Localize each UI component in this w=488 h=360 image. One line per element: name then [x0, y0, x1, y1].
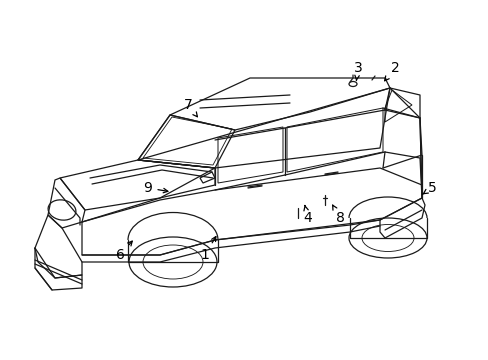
Text: 7: 7	[183, 98, 197, 117]
Text: 1: 1	[200, 237, 215, 262]
Text: 4: 4	[303, 206, 312, 225]
Text: 2: 2	[384, 61, 399, 81]
Text: 9: 9	[143, 181, 167, 195]
Text: 6: 6	[115, 241, 132, 262]
Text: 8: 8	[332, 205, 344, 225]
Text: 3: 3	[353, 61, 362, 81]
Text: 5: 5	[422, 181, 435, 195]
